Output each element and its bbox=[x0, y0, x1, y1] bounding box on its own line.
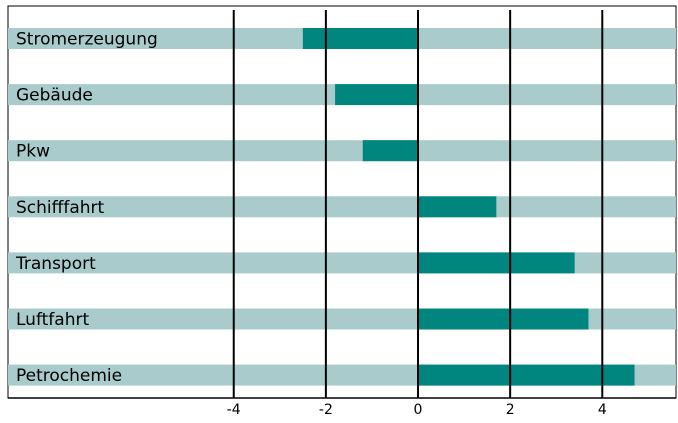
bar bbox=[302, 28, 419, 49]
category-label: Gebäude bbox=[16, 86, 93, 106]
bar-background bbox=[8, 196, 676, 218]
x-tick-label: 2 bbox=[506, 402, 515, 418]
bar-background bbox=[8, 140, 676, 162]
bar bbox=[418, 252, 575, 274]
bar bbox=[335, 84, 419, 106]
bar bbox=[418, 308, 589, 330]
category-label: Transport bbox=[15, 254, 96, 274]
x-tick-label: -2 bbox=[319, 402, 333, 418]
category-label: Pkw bbox=[16, 142, 50, 162]
category-label: Stromerzeugung bbox=[16, 30, 158, 50]
x-tick-label: 0 bbox=[414, 402, 423, 418]
bar-background bbox=[8, 252, 676, 274]
bar bbox=[418, 364, 635, 386]
category-label: Schifffahrt bbox=[16, 198, 105, 218]
category-label: Petrochemie bbox=[16, 366, 122, 386]
bar bbox=[362, 140, 419, 162]
x-tick-label: -4 bbox=[227, 402, 241, 418]
x-tick-label: 4 bbox=[598, 402, 607, 418]
category-label: Luftfahrt bbox=[16, 310, 89, 330]
bar bbox=[418, 196, 497, 218]
